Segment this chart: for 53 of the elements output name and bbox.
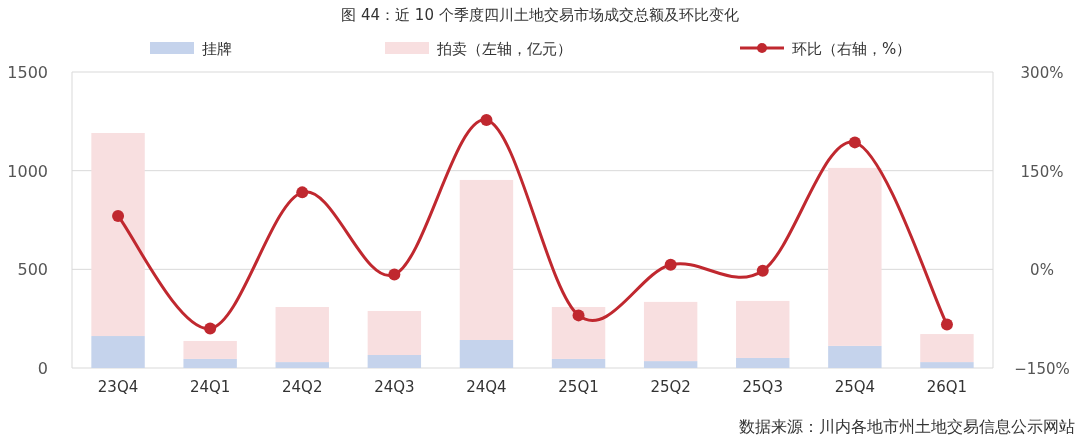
bar (551, 307, 606, 359)
point (848, 136, 861, 149)
point (572, 309, 585, 322)
x-tick-label: 25Q4 (834, 378, 876, 396)
bar (920, 362, 974, 368)
bar (91, 336, 145, 368)
bar (275, 362, 329, 368)
bar (367, 354, 422, 368)
bar (643, 361, 698, 368)
bar (459, 179, 514, 340)
bar (183, 340, 237, 359)
x-tick-label: 23Q4 (97, 378, 139, 396)
bar (828, 345, 882, 368)
legend-label: 环比（右轴，%） (792, 40, 912, 58)
point (480, 114, 493, 127)
bar (920, 334, 974, 363)
point (388, 268, 401, 281)
y2-tick-label: 150% (1020, 162, 1064, 181)
chart-title: 图 44：近 10 个季度四川土地交易市场成交总额及环比变化 (341, 6, 739, 24)
bar (828, 167, 882, 346)
bar (459, 339, 514, 368)
point (112, 210, 125, 223)
y-tick-label: 1500 (7, 63, 48, 82)
legend-label: 挂牌 (202, 40, 232, 58)
bar (91, 132, 145, 337)
bar (643, 301, 698, 362)
point (756, 264, 769, 277)
x-tick-label: 24Q2 (282, 378, 323, 396)
bar (736, 357, 790, 368)
bar (183, 358, 237, 368)
x-tick-label: 24Q4 (466, 378, 507, 396)
y2-tick-label: 300% (1020, 64, 1064, 82)
x-tick-label: 26Q1 (926, 378, 968, 396)
x-tick-label: 25Q3 (742, 378, 783, 396)
point (204, 322, 217, 335)
y-tick-label: 1000 (7, 161, 48, 181)
y2-tick-label: 0% (1030, 261, 1054, 280)
x-tick-label: 24Q3 (374, 378, 415, 396)
y-tick-label: 0 (37, 359, 48, 378)
bar (551, 358, 606, 368)
x-tick-label: 24Q1 (189, 378, 231, 396)
source-note: 数据来源：川内各地市州土地交易信息公示网站 (739, 417, 1075, 436)
x-tick-label: 25Q2 (650, 378, 691, 396)
point (664, 258, 677, 271)
y2-tick-label: −150% (1014, 360, 1070, 378)
bar (367, 310, 422, 355)
bar (275, 307, 329, 363)
point (940, 318, 953, 331)
point (296, 186, 309, 199)
x-tick-label: 25Q1 (558, 378, 599, 396)
bar (736, 300, 790, 358)
legend-label: 拍卖（左轴，亿元） (436, 40, 572, 58)
y-tick-label: 500 (17, 260, 48, 280)
